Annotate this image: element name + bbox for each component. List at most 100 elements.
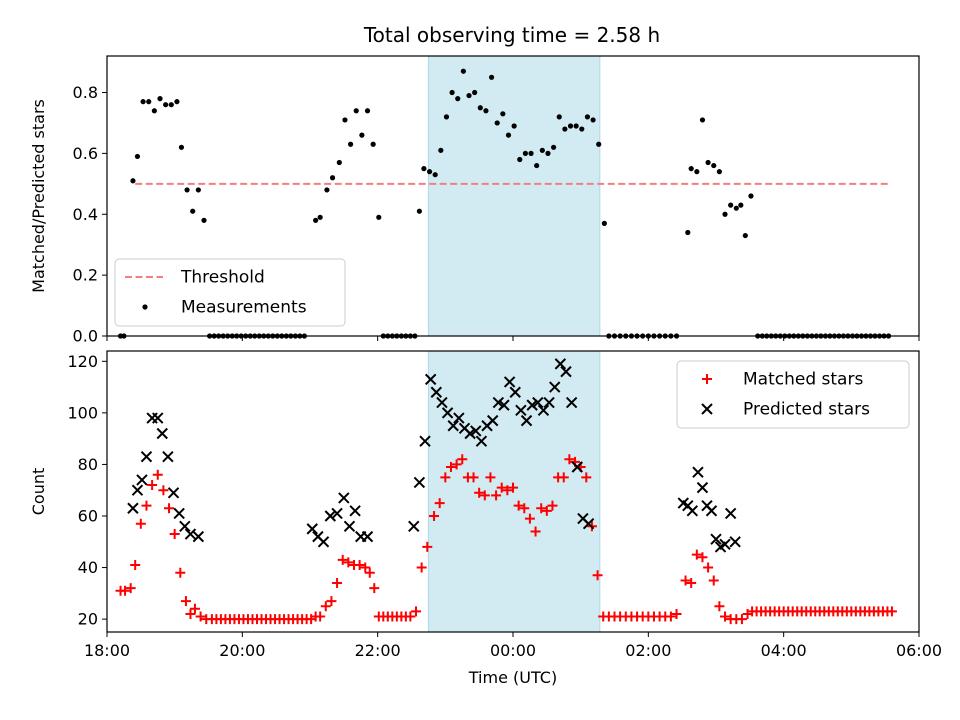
- predicted-stars-point: [324, 510, 337, 522]
- predicted-stars-point: [696, 481, 709, 494]
- predicted-stars-point: [131, 484, 144, 496]
- predicted-stars-point: [719, 538, 731, 551]
- measurement-point: [728, 202, 734, 208]
- measurement-point: [685, 229, 691, 236]
- measurement-point: [705, 159, 711, 166]
- predicted-stars-point: [710, 533, 722, 545]
- matched-stars-point: [703, 562, 714, 573]
- measurement-point: [716, 169, 722, 175]
- measurement-point: [483, 108, 489, 114]
- legend-predicted-swatch: [701, 403, 713, 415]
- measurement-point: [601, 220, 607, 226]
- legend: Matched stars Predicted stars: [676, 360, 910, 429]
- legend-label: Matched stars: [743, 370, 863, 390]
- measurement-point: [738, 202, 744, 208]
- y-tick-label: 0.6: [73, 144, 98, 163]
- measurement-point: [562, 126, 568, 132]
- predicted-stars-point: [343, 520, 356, 533]
- predicted-stars-point: [419, 435, 431, 447]
- predicted-stars-point: [162, 450, 174, 463]
- matched-stars-point: [451, 459, 462, 470]
- measurement-point: [201, 217, 207, 223]
- matched-stars-point: [141, 500, 152, 511]
- matched-stars-point: [180, 596, 191, 607]
- matched-stars-point: [468, 472, 479, 483]
- measurement-point: [157, 96, 163, 102]
- y-tick-label: 40: [78, 558, 98, 577]
- legend-label: Predicted stars: [743, 400, 870, 420]
- y-axis-label: Matched/Predicted stars: [29, 99, 48, 293]
- predicted-stars-point: [560, 365, 572, 378]
- legend-measurement-swatch: [142, 304, 148, 310]
- matched-stars-point: [422, 541, 433, 552]
- predicted-stars-point: [136, 474, 148, 486]
- measurement-point: [443, 114, 450, 120]
- measurement-point: [353, 108, 359, 114]
- matched-stars-point: [152, 469, 163, 480]
- matched-stars-point: [564, 454, 575, 465]
- matched-stars-point: [502, 485, 513, 496]
- highlight-span: [427, 350, 601, 633]
- y-tick-label: 0.0: [73, 327, 98, 346]
- predicted-stars-point: [173, 507, 185, 520]
- series-predicted-stars: [127, 358, 741, 553]
- measurement-point: [421, 166, 427, 172]
- measurement-point: [545, 150, 551, 156]
- measurement-point: [329, 175, 336, 181]
- y-tick-label: 80: [78, 455, 98, 474]
- matched-stars-point: [135, 518, 146, 529]
- matched-stars-point: [411, 606, 422, 617]
- measurement-point: [324, 187, 330, 193]
- measurement-point: [376, 214, 382, 220]
- y-tick-label: 0.2: [73, 266, 98, 285]
- matched-stars-point: [886, 606, 897, 617]
- matched-stars-point: [680, 575, 691, 586]
- matched-stars-point: [457, 454, 468, 465]
- predicted-stars-point: [184, 528, 197, 540]
- predicted-stars-point: [565, 396, 578, 409]
- predicted-stars-point: [408, 520, 420, 533]
- predicted-stars-point: [156, 427, 168, 440]
- legend-frame: [676, 360, 910, 429]
- matched-stars-point: [195, 611, 206, 622]
- predicted-stars-point: [692, 466, 704, 478]
- predicted-stars-point: [167, 487, 180, 499]
- x-tick-label: 06:00: [896, 641, 942, 660]
- matched-stars-point: [169, 529, 180, 540]
- matched-stars-point: [315, 611, 326, 622]
- measurement-point: [567, 123, 574, 129]
- matched-stars-point: [686, 578, 697, 589]
- predicted-stars-point: [140, 450, 153, 463]
- measurement-point: [359, 132, 365, 138]
- measurement-point: [432, 172, 438, 178]
- matched-stars-point: [496, 482, 507, 493]
- y-tick-label: 0.4: [73, 205, 98, 224]
- matched-stars-point: [524, 513, 535, 524]
- x-axis-label: Time (UTC): [468, 668, 557, 687]
- measurement-point: [146, 99, 152, 105]
- matched-stars-point: [164, 503, 175, 514]
- matched-stars-point: [547, 500, 558, 511]
- measurement-point: [151, 108, 157, 114]
- predicted-stars-point: [729, 536, 741, 548]
- y-axis-label: Count: [29, 468, 48, 516]
- matched-stars-point: [508, 482, 518, 493]
- bottom-panel: 20 40 60 80 100 120 18:00 20:00 22:00 00:00 02:00 0…: [29, 350, 942, 687]
- matched-stars-point: [332, 578, 343, 589]
- measurement-point: [517, 156, 523, 163]
- predicted-stars-point: [127, 502, 139, 514]
- x-tick-label: 20:00: [219, 641, 265, 660]
- matched-stars-point: [416, 562, 427, 573]
- measurement-point: [505, 132, 512, 138]
- matched-stars-point: [120, 585, 131, 596]
- measurement-point: [511, 123, 517, 129]
- highlight-span: [427, 55, 601, 337]
- matched-stars-point: [189, 603, 200, 614]
- predicted-stars-point: [509, 386, 521, 398]
- series-matched-stars: [115, 454, 897, 625]
- measurement-point: [168, 102, 174, 108]
- measurement-point: [699, 117, 706, 123]
- matched-stars-point: [474, 487, 485, 498]
- matched-stars-point: [479, 490, 490, 501]
